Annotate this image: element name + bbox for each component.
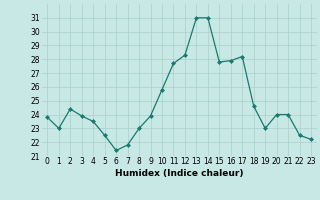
X-axis label: Humidex (Indice chaleur): Humidex (Indice chaleur) xyxy=(115,169,244,178)
